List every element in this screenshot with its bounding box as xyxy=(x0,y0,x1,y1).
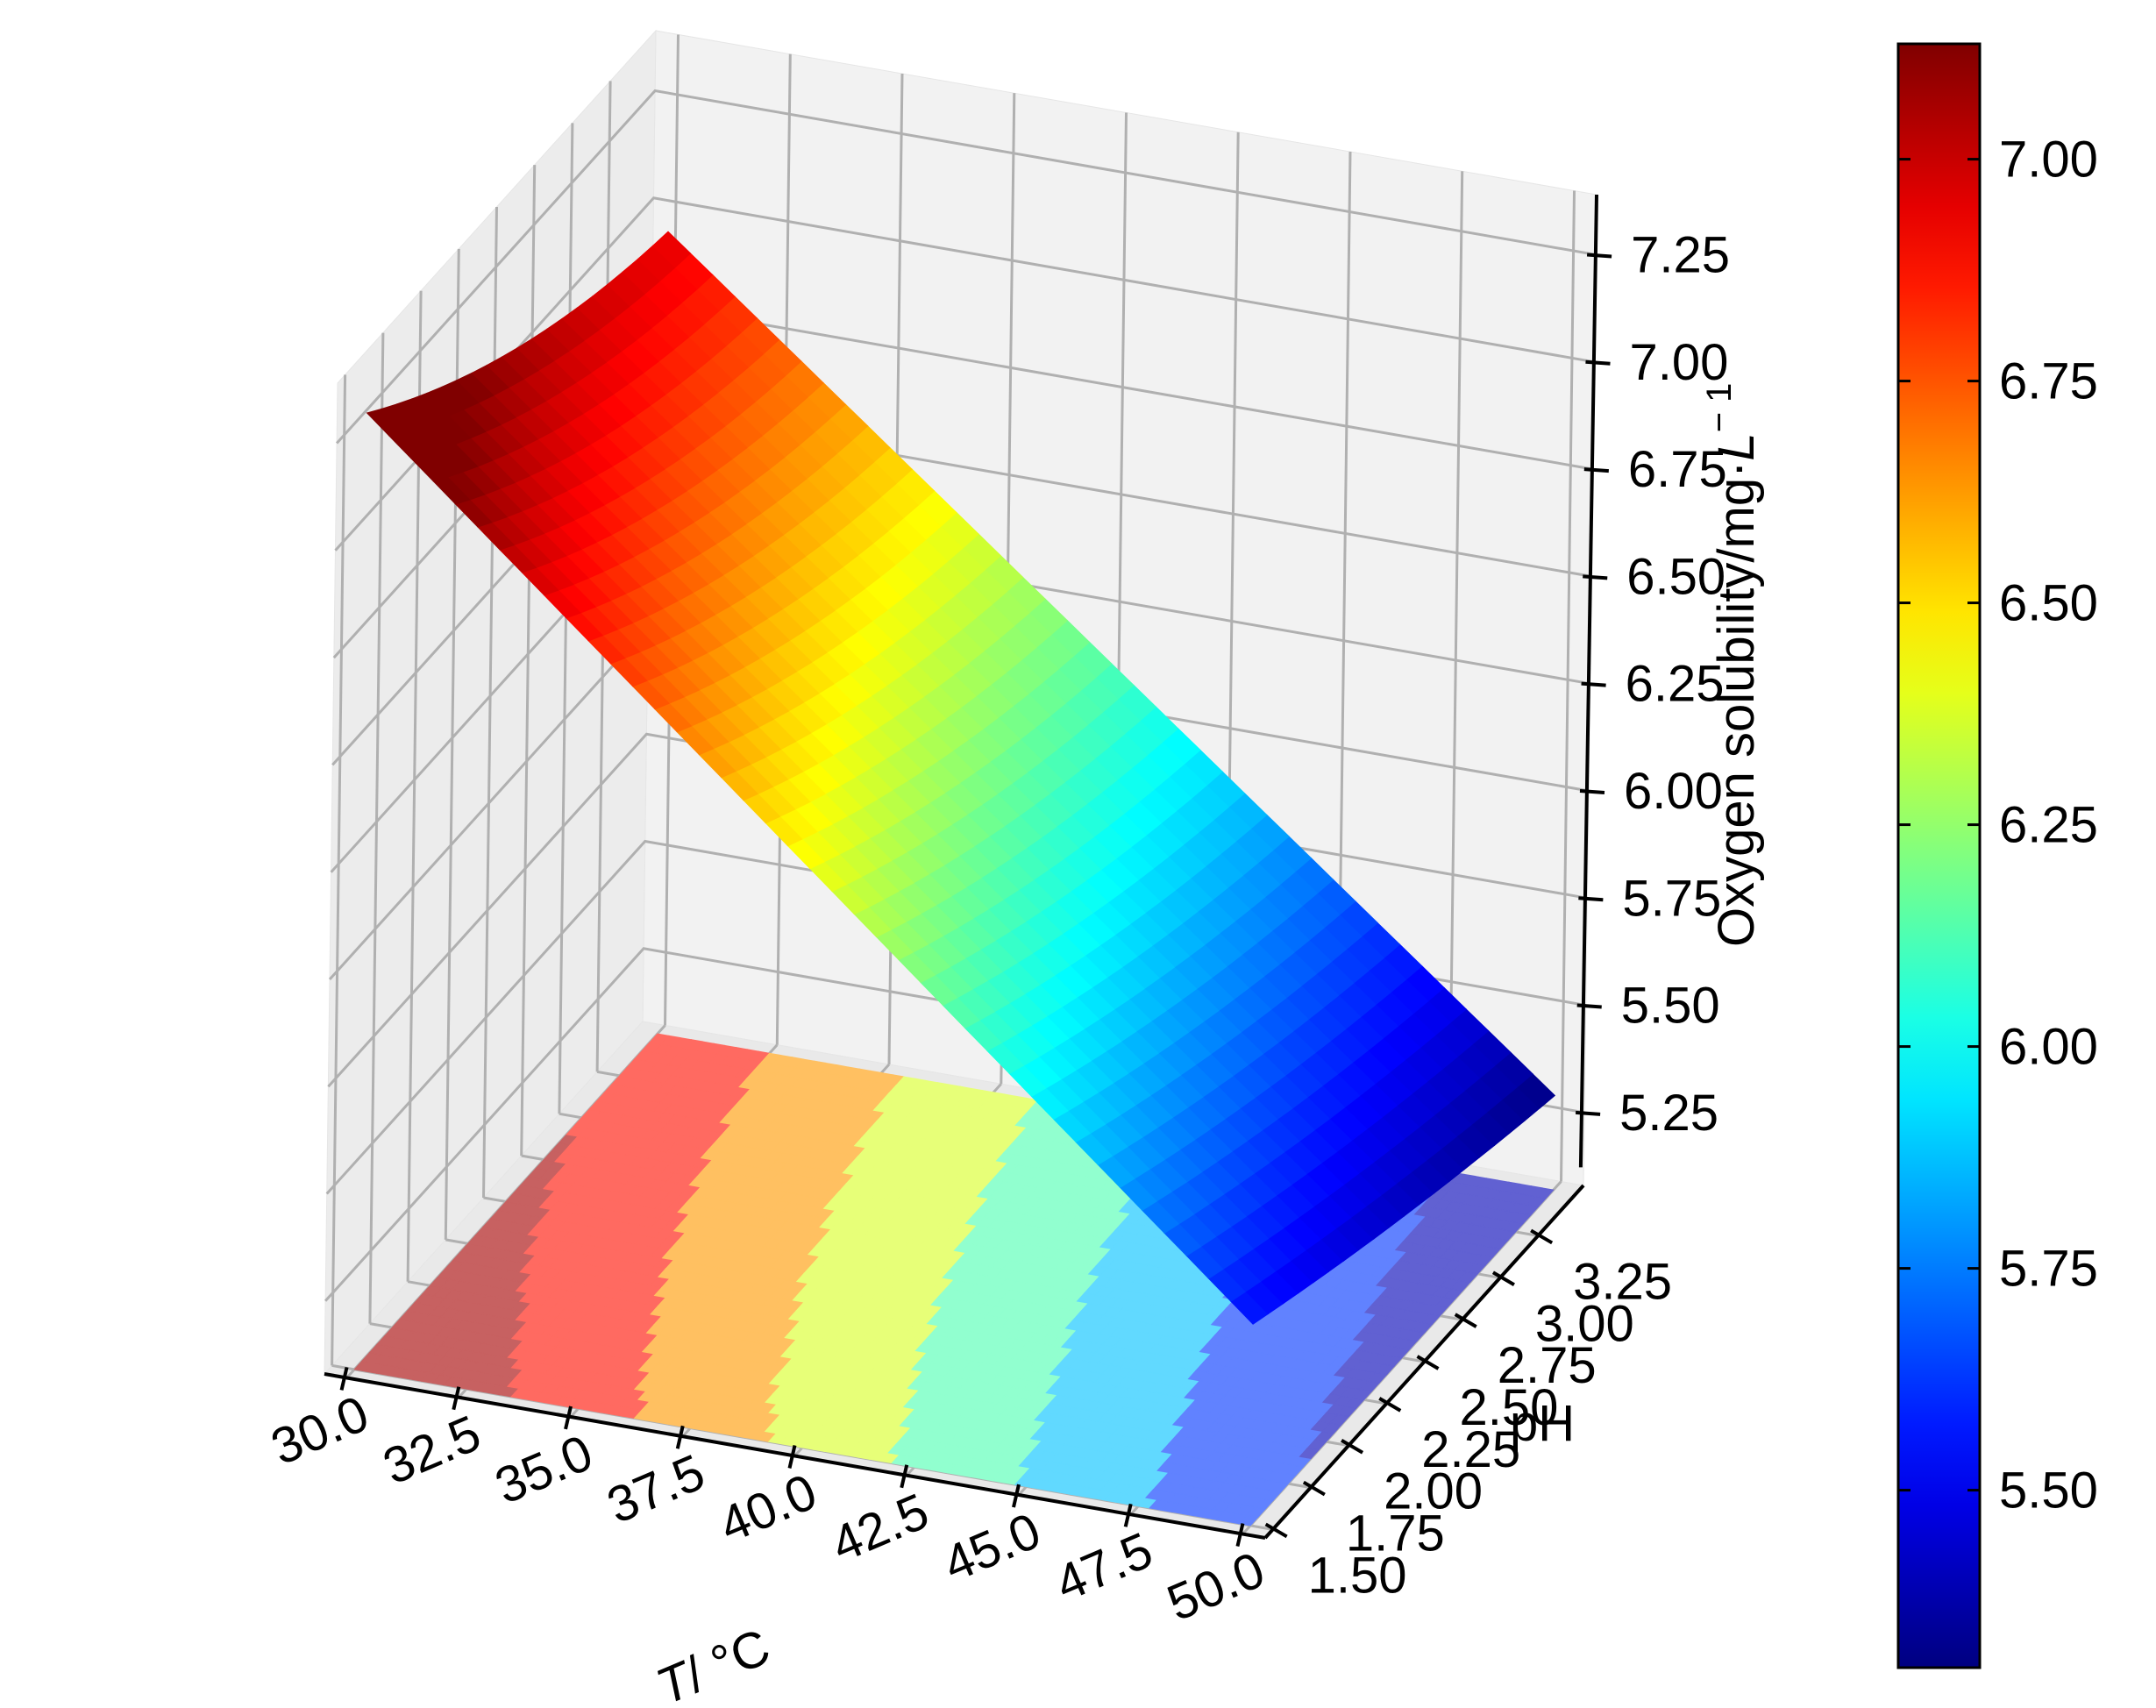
x-axis-line xyxy=(324,1372,1266,1540)
y-tick xyxy=(1416,1355,1440,1370)
y-tick-label: 2.50 xyxy=(1460,1379,1559,1436)
gridline-y xyxy=(331,374,347,1366)
z-tick-label: 6.25 xyxy=(1626,656,1725,713)
z-tick-label: 7.25 xyxy=(1631,226,1730,283)
y-tick xyxy=(1530,1228,1554,1245)
z-tick-label: 6.00 xyxy=(1624,763,1723,820)
y-tick xyxy=(1378,1397,1402,1413)
colorbar-tick-label: 6.25 xyxy=(1999,797,2098,854)
y-tick xyxy=(1491,1270,1515,1287)
x-tick xyxy=(1012,1484,1021,1508)
y-tick-label: 3.00 xyxy=(1535,1295,1634,1352)
y-tick xyxy=(1264,1522,1288,1539)
contour-projection xyxy=(353,1033,1555,1527)
x-tick xyxy=(675,1425,685,1449)
z-tick xyxy=(1578,896,1604,902)
z-tick-label: 7.00 xyxy=(1629,334,1728,391)
y-tick-label: 1.75 xyxy=(1346,1505,1445,1562)
z-tick-label: 6.75 xyxy=(1628,441,1727,498)
x-tick xyxy=(564,1406,573,1430)
colorbar-ticks: 5.50 5.75 6.00 6.25 6.50 6.75 7.00 xyxy=(1898,132,2098,1519)
surface-plot xyxy=(366,231,1556,1325)
colorbar: 5.50 5.75 6.00 6.25 6.50 6.75 7.00 xyxy=(1896,42,2098,1669)
z-tick-label: 5.25 xyxy=(1619,1085,1718,1142)
x-tick xyxy=(1123,1503,1133,1527)
z-tick xyxy=(1575,1110,1601,1116)
gridline-y xyxy=(368,332,385,1324)
y-tick xyxy=(1341,1438,1364,1455)
y-tick-label: 3.25 xyxy=(1573,1253,1672,1310)
z-tick xyxy=(1579,788,1605,794)
z-axis-title: Oxygen solubility/mg·L− 1 xyxy=(1700,383,1765,947)
z-tick-label: 5.50 xyxy=(1621,978,1720,1035)
gridline-y xyxy=(520,165,537,1156)
z-tick xyxy=(1583,467,1609,473)
x-tick xyxy=(452,1386,461,1411)
z-tick-label: 5.75 xyxy=(1622,870,1721,927)
y-tick xyxy=(1302,1480,1326,1497)
x-tick xyxy=(1235,1523,1245,1547)
contour-cell xyxy=(1533,1187,1555,1199)
colorbar-tick-label: 6.75 xyxy=(1999,353,2098,410)
colorbar-gradient xyxy=(1896,42,1982,1669)
colorbar-tick-label: 6.00 xyxy=(1999,1019,2098,1076)
x-tick xyxy=(787,1445,797,1469)
gridline-x xyxy=(1560,190,1576,1182)
y-axis-title: pH xyxy=(1510,1395,1575,1452)
z-tick xyxy=(1581,681,1606,687)
colorbar-tick-label: 6.50 xyxy=(1999,575,2098,632)
x-tick xyxy=(900,1464,909,1489)
y-tick-label: 2.00 xyxy=(1384,1463,1483,1520)
gridline-y xyxy=(558,123,574,1114)
z-tick xyxy=(1585,359,1611,366)
x-tick xyxy=(339,1367,349,1391)
z-tick xyxy=(1586,253,1612,259)
z-axis-ticks: 5.25 5.50 5.75 6.00 6.25 6.50 6.75 7.00 7.25 xyxy=(1575,226,1730,1142)
colorbar-tick-label: 5.75 xyxy=(1999,1241,2098,1298)
surface-quad xyxy=(651,231,692,268)
gridline-z xyxy=(335,89,1597,445)
z-tick xyxy=(1576,1003,1602,1009)
z-tick xyxy=(1583,574,1608,580)
z-tick-label: 6.50 xyxy=(1626,548,1726,605)
y-tick-label: 2.25 xyxy=(1421,1421,1520,1478)
colorbar-tick-label: 7.00 xyxy=(1999,132,2098,189)
y-tick-label: 1.50 xyxy=(1308,1547,1407,1604)
y-axis-ticks: 1.501.752.002.252.502.753.003.25 xyxy=(1264,1228,1672,1604)
y-tick-label: 2.75 xyxy=(1498,1337,1597,1394)
y-tick xyxy=(1454,1313,1477,1328)
colorbar-tick-label: 5.50 xyxy=(1999,1462,2098,1519)
